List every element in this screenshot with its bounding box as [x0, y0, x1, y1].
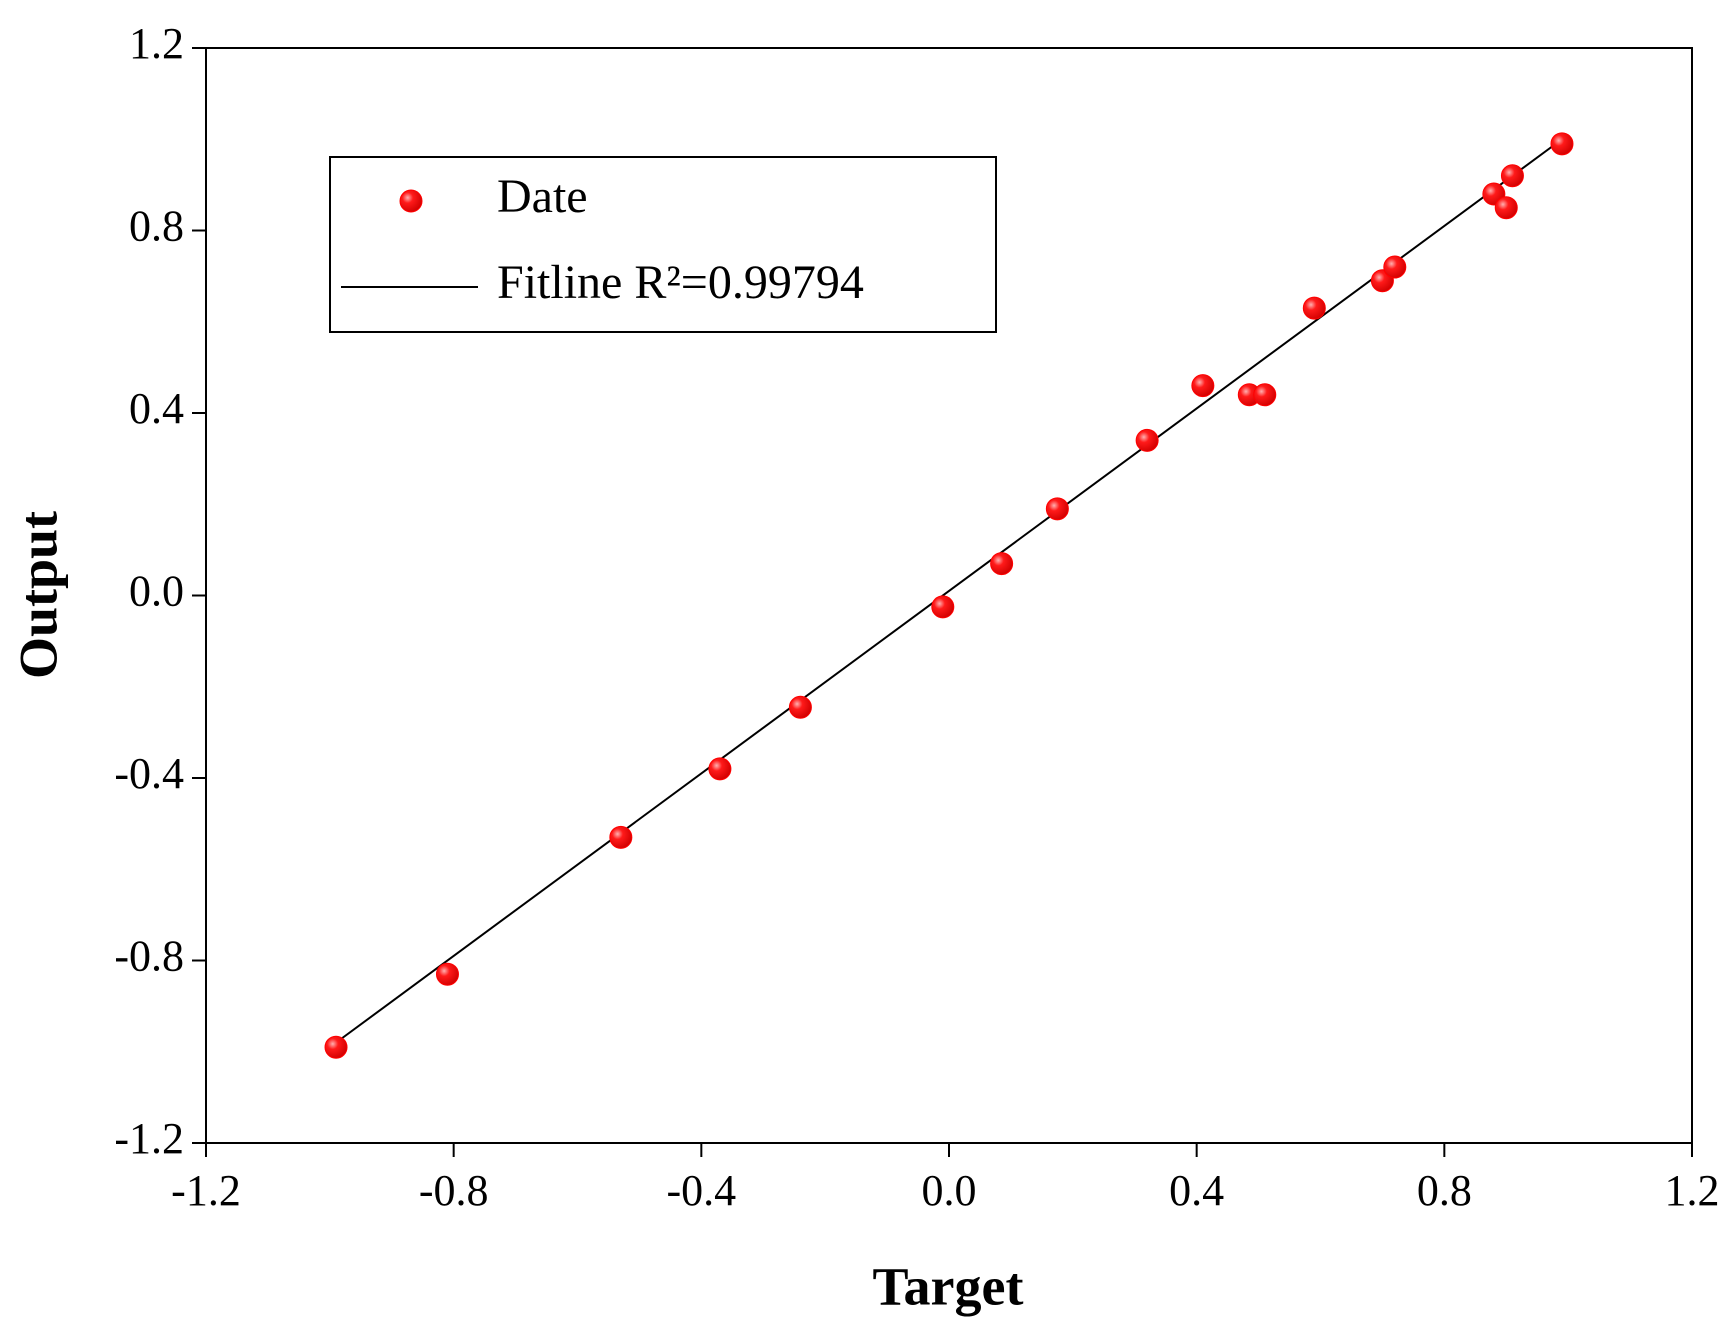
x-tick-label: 0.8 — [1417, 1166, 1472, 1215]
y-axis-title: Output — [8, 511, 68, 679]
data-point — [435, 962, 459, 986]
legend: Date Fitline R²=0.99794 — [329, 156, 997, 333]
data-point — [1383, 255, 1407, 279]
legend-label: Date — [497, 170, 588, 223]
data-point — [609, 825, 633, 849]
x-tick-label: 0.4 — [1169, 1166, 1224, 1215]
x-axis-title: Target — [873, 1256, 1024, 1316]
data-point — [990, 552, 1014, 576]
data-point — [1302, 296, 1326, 320]
data-point — [1494, 196, 1518, 220]
data-point — [1550, 132, 1574, 156]
y-tick-label: -0.4 — [114, 749, 184, 798]
y-tick-label: 0.4 — [129, 384, 184, 433]
legend-box — [329, 156, 997, 333]
y-tick-label: 0.8 — [129, 202, 184, 251]
legend-marker — [399, 189, 423, 213]
x-tick-label: -0.8 — [419, 1166, 489, 1215]
data-point — [1500, 164, 1524, 188]
y-tick-label: 0.0 — [129, 567, 184, 616]
data-point — [708, 757, 732, 781]
x-tick-label: 0.0 — [922, 1166, 977, 1215]
data-point — [1135, 428, 1159, 452]
x-tick-label: 1.2 — [1665, 1166, 1720, 1215]
y-tick-label: 1.2 — [129, 19, 184, 68]
x-tick-label: -0.4 — [667, 1166, 737, 1215]
y-tick-label: -0.8 — [114, 932, 184, 981]
data-point — [1191, 374, 1215, 398]
data-point — [1045, 497, 1069, 521]
data-point — [931, 595, 955, 619]
fit-line — [335, 138, 1563, 1044]
data-point — [324, 1035, 348, 1059]
data-point — [1253, 383, 1277, 407]
legend-label: Fitline R²=0.99794 — [497, 256, 864, 309]
data-point — [788, 695, 812, 719]
x-tick-label: -1.2 — [171, 1166, 241, 1215]
y-tick-label: -1.2 — [114, 1114, 184, 1163]
